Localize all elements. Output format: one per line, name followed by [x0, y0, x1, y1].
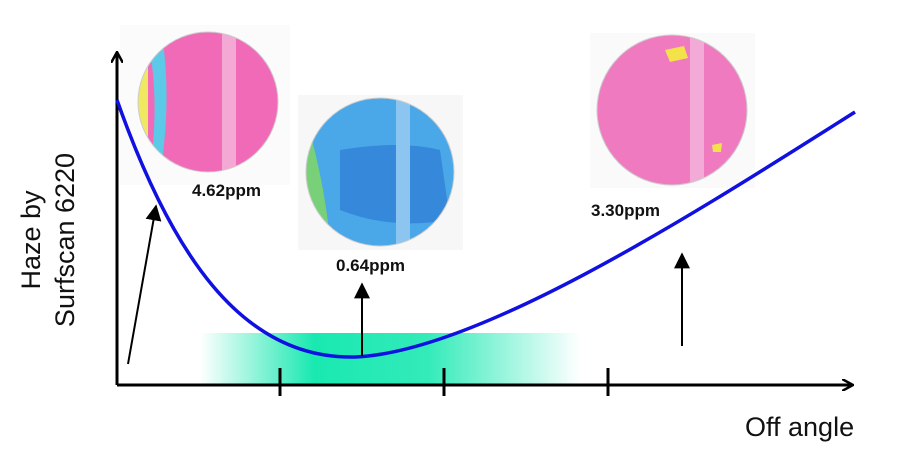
wafer-map — [298, 95, 463, 250]
wafer-map — [120, 25, 290, 185]
optimal-band — [200, 333, 580, 385]
y-axis-label-line: Haze by — [16, 190, 46, 290]
y-axis-label-line: Surfscan 6220 — [50, 153, 80, 327]
wafer-label: 4.62ppm — [192, 181, 261, 200]
wafer-label: 3.30ppm — [591, 201, 660, 220]
wafer-map — [590, 33, 755, 188]
arrow — [127, 204, 162, 365]
haze-curve — [115, 99, 856, 359]
x-axis-label: Off angle — [745, 412, 854, 442]
y-axis-label: Haze by Surfscan 6220 — [16, 153, 80, 327]
wafer-label: 0.64ppm — [336, 256, 405, 275]
